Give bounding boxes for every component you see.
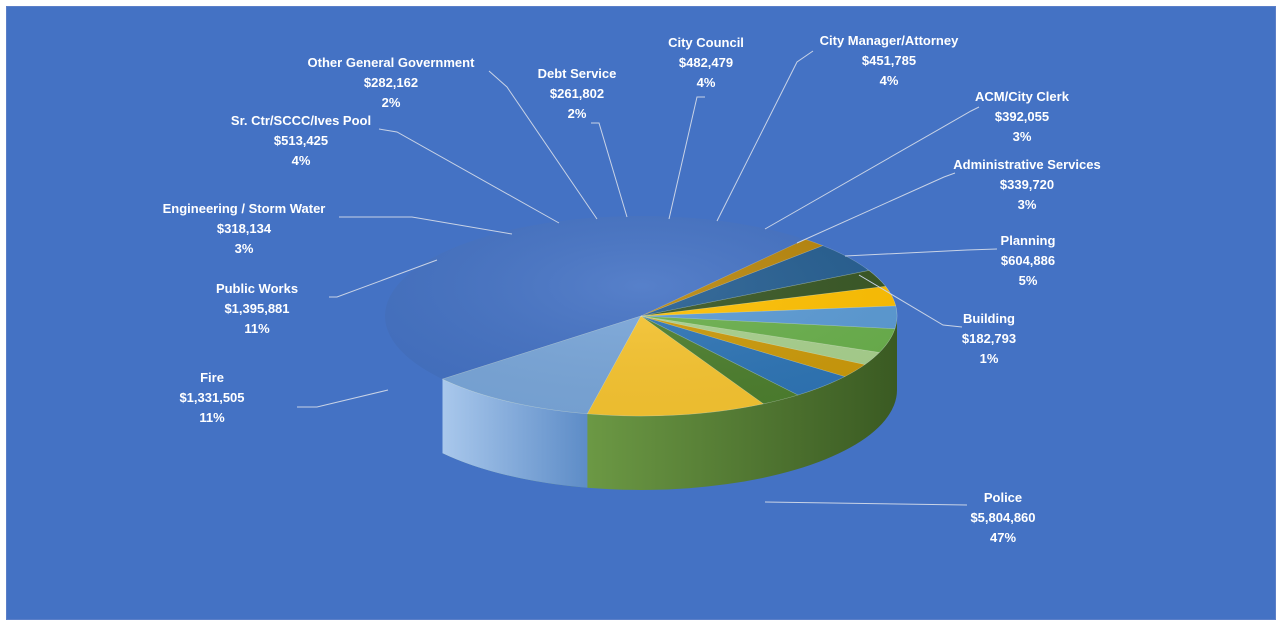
data-label-public-works: Public Works $1,395,881 11%	[216, 281, 298, 336]
data-label-engineering-storm-water: Engineering / Storm Water $318,134 3%	[163, 201, 326, 256]
data-label-police: Police $5,804,860 47%	[970, 490, 1035, 545]
label-value: $1,331,505	[179, 390, 244, 405]
leader-line-planning	[844, 248, 998, 257]
label-value: $392,055	[995, 109, 1049, 124]
data-label-building: Building $182,793 1%	[962, 311, 1016, 366]
leader-line-fire	[297, 389, 389, 408]
label-value: $339,720	[1000, 177, 1054, 192]
label-name: Fire	[200, 370, 224, 385]
data-label-acm-city-clerk: ACM/City Clerk $392,055 3%	[975, 89, 1070, 144]
label-value: $451,785	[862, 53, 916, 68]
label-value: $282,162	[364, 75, 418, 90]
label-value: $5,804,860	[970, 510, 1035, 525]
label-name: City Manager/Attorney	[820, 33, 959, 48]
leader-line-other-general-government	[488, 70, 598, 220]
label-value: $513,425	[274, 133, 328, 148]
label-value: $261,802	[550, 86, 604, 101]
data-label-planning: Planning $604,886 5%	[1001, 233, 1056, 288]
label-name: Sr. Ctr/SCCC/Ives Pool	[231, 113, 371, 128]
leader-line-sr-ctr-sccc-ives-pool	[378, 128, 560, 224]
label-percent: 4%	[292, 153, 311, 168]
chart-area: Police $5,804,860 47% Fire $1,331,505 11% Publ…	[6, 6, 1276, 620]
label-name: Administrative Services	[953, 157, 1100, 172]
leader-line-police	[764, 501, 968, 506]
label-percent: 5%	[1019, 273, 1038, 288]
leader-line-city-manager-attorney	[716, 50, 814, 222]
slice-fire-side	[442, 379, 588, 488]
label-value: $604,886	[1001, 253, 1055, 268]
leader-line-acm-city-clerk	[764, 106, 980, 230]
label-name: Building	[963, 311, 1015, 326]
label-name: ACM/City Clerk	[975, 89, 1070, 104]
label-name: Debt Service	[538, 66, 617, 81]
data-label-city-council: City Council $482,479 4%	[668, 35, 744, 90]
label-percent: 11%	[199, 410, 225, 425]
leader-line-engineering-storm-water	[339, 216, 513, 235]
label-percent: 11%	[244, 321, 270, 336]
leader-line-building	[858, 274, 963, 328]
leader-line-debt-service	[591, 122, 628, 218]
leader-line-administrative-services	[796, 172, 956, 244]
label-value: $1,395,881	[224, 301, 289, 316]
label-name: Planning	[1001, 233, 1056, 248]
label-name: Other General Government	[308, 55, 476, 70]
leader-line-city-council	[668, 96, 705, 220]
label-value: $318,134	[217, 221, 272, 236]
label-percent: 4%	[880, 73, 899, 88]
pie-chart: Police $5,804,860 47%Fire $1,331,505 11%Publ…	[163, 33, 1101, 545]
data-label-fire: Fire $1,331,505 11%	[179, 370, 244, 425]
label-name: Police	[984, 490, 1022, 505]
pie-top-sheen	[385, 216, 897, 416]
label-percent: 2%	[382, 95, 401, 110]
label-value: $182,793	[962, 331, 1016, 346]
label-value: $482,479	[679, 55, 733, 70]
label-name: Public Works	[216, 281, 298, 296]
label-percent: 1%	[980, 351, 999, 366]
data-label-other-general-government: Other General Government $282,162 2%	[308, 55, 476, 110]
label-percent: 47%	[990, 530, 1016, 545]
label-percent: 2%	[568, 106, 587, 121]
label-percent: 3%	[1018, 197, 1037, 212]
data-label-administrative-services: Administrative Services $339,720 3%	[953, 157, 1100, 212]
label-percent: 3%	[235, 241, 254, 256]
label-percent: 4%	[697, 75, 716, 90]
label-name: City Council	[668, 35, 744, 50]
data-label-debt-service: Debt Service $261,802 2%	[538, 66, 617, 121]
label-percent: 3%	[1013, 129, 1032, 144]
label-name: Engineering / Storm Water	[163, 201, 326, 216]
data-label-sr-ctr-sccc-ives-pool: Sr. Ctr/SCCC/Ives Pool $513,425 4%	[231, 113, 371, 168]
data-label-city-manager-attorney: City Manager/Attorney $451,785 4%	[820, 33, 959, 88]
leader-line-public-works	[329, 259, 438, 298]
